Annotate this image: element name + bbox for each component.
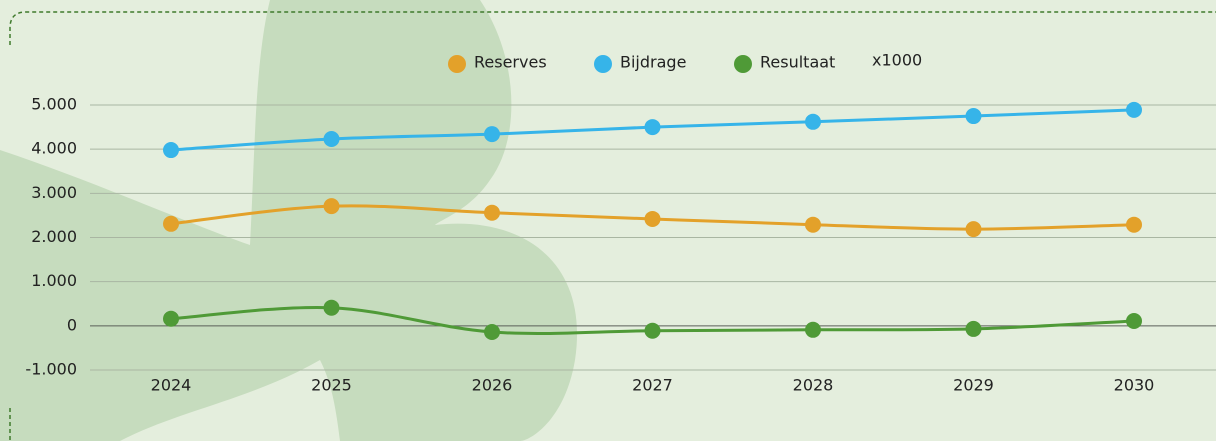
legend-marker <box>594 55 612 73</box>
x-tick-label: 2024 <box>151 376 192 395</box>
legend-label: Resultaat <box>760 53 835 72</box>
x-tick-label: 2025 <box>311 376 352 395</box>
data-point <box>1126 313 1142 329</box>
data-point <box>966 108 982 124</box>
data-point <box>163 311 179 327</box>
y-tick-label: 5.000 <box>31 95 77 114</box>
data-point <box>1126 102 1142 118</box>
chart: x1000 -1.000 0 1.000 2.000 3.000 4.000 5.000 20… <box>0 0 1216 441</box>
y-tick-label: 3.000 <box>31 183 77 202</box>
legend-label: Reserves <box>474 53 547 72</box>
data-point <box>805 114 821 130</box>
y-tick-label: -1.000 <box>25 360 77 379</box>
legend-marker <box>448 55 466 73</box>
x-tick-label: 2030 <box>1114 376 1155 395</box>
y-tick-label: 4.000 <box>31 139 77 158</box>
data-point <box>324 131 340 147</box>
data-point <box>484 126 500 142</box>
data-point <box>1126 217 1142 233</box>
unit-annotation: x1000 <box>872 51 922 70</box>
legend-label: Bijdrage <box>620 53 686 72</box>
data-point <box>645 211 661 227</box>
data-point <box>966 321 982 337</box>
x-tick-label: 2029 <box>953 376 994 395</box>
y-tick-label: 1.000 <box>31 271 77 290</box>
x-tick-label: 2026 <box>472 376 513 395</box>
data-point <box>163 216 179 232</box>
data-point <box>805 322 821 338</box>
data-point <box>645 323 661 339</box>
x-tick-label: 2027 <box>632 376 673 395</box>
data-point <box>966 221 982 237</box>
data-point <box>805 217 821 233</box>
data-point <box>163 142 179 158</box>
data-point <box>324 300 340 316</box>
data-point <box>645 119 661 135</box>
y-tick-label: 0 <box>67 315 77 334</box>
data-point <box>324 198 340 214</box>
data-point <box>484 324 500 340</box>
x-tick-label: 2028 <box>793 376 834 395</box>
y-tick-label: 2.000 <box>31 227 77 246</box>
data-point <box>484 205 500 221</box>
legend-marker <box>734 55 752 73</box>
